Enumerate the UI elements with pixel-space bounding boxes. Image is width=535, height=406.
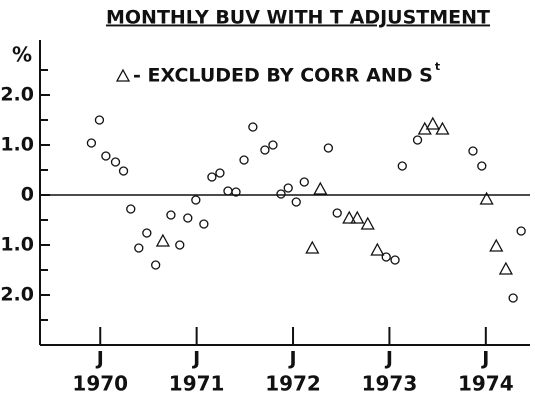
circle-point	[381, 252, 391, 262]
circle-point	[299, 177, 309, 187]
circle-point	[231, 187, 241, 197]
triangle-point	[350, 210, 365, 224]
triangle-point	[370, 242, 385, 256]
circle-point	[86, 138, 97, 148]
year-label: 1971	[169, 372, 225, 396]
circle-point	[276, 189, 286, 199]
circle-point	[239, 155, 249, 165]
circle-point	[390, 255, 400, 265]
circle-point	[283, 183, 293, 193]
circle-point	[199, 219, 209, 229]
circle-point	[110, 157, 121, 167]
circle-point	[142, 228, 152, 238]
legend-marker	[115, 68, 131, 82]
circle-point	[126, 204, 136, 214]
legend-superscript: t	[435, 60, 440, 73]
triangle-point	[360, 216, 375, 230]
y-tick-label: -1.0	[0, 234, 34, 256]
triangle-point	[305, 240, 320, 254]
y-tick-label: 2.0	[0, 84, 34, 106]
circle-point	[508, 293, 518, 303]
x-tick-label: J	[95, 348, 104, 370]
year-label: 1973	[362, 372, 418, 396]
triangle-point	[479, 191, 494, 205]
y-axis-label: %	[12, 43, 32, 67]
y-tick-label: 1.0	[0, 134, 34, 156]
chart-title: MONTHLY BUV WITH T ADJUSTMENT	[106, 7, 490, 29]
year-label: 1970	[72, 372, 128, 396]
circle-point	[151, 260, 161, 270]
circle-point	[94, 115, 105, 125]
year-label: 1974	[458, 372, 514, 396]
triangle-point	[425, 116, 440, 130]
circle-point	[101, 151, 111, 161]
circle-point	[223, 186, 233, 196]
circle-point	[268, 140, 278, 150]
x-tick-label: J	[191, 348, 200, 370]
circle-point	[248, 122, 258, 132]
circle-point	[291, 197, 301, 207]
triangle-point	[489, 238, 504, 252]
year-label: 1972	[265, 372, 321, 396]
triangle-point	[313, 181, 328, 195]
circle-point	[332, 208, 342, 218]
x-tick-label: J	[480, 348, 489, 370]
circle-point	[468, 146, 478, 156]
triangle-point	[498, 261, 513, 275]
circle-point	[516, 226, 526, 236]
circle-point	[397, 161, 407, 171]
circle-point	[118, 166, 129, 176]
triangle-point	[435, 121, 450, 135]
circle-point	[323, 143, 334, 153]
circle-point	[215, 168, 225, 178]
circle-point	[477, 161, 487, 171]
circle-point	[166, 210, 176, 220]
triangle-point	[342, 210, 357, 224]
triangle-point	[155, 233, 170, 247]
legend-label: - EXCLUDED BY CORR AND S	[133, 65, 433, 87]
y-tick-label: 0	[21, 184, 34, 206]
circle-point	[183, 213, 193, 223]
circle-point	[175, 240, 185, 250]
circle-point	[134, 243, 144, 253]
circle-point	[207, 172, 217, 182]
circle-point	[412, 135, 423, 145]
circle-point	[191, 195, 201, 205]
x-tick-label: J	[287, 348, 296, 370]
circle-point	[260, 145, 270, 155]
y-tick-label: -2.0	[0, 284, 34, 306]
x-tick-label: J	[384, 348, 393, 370]
